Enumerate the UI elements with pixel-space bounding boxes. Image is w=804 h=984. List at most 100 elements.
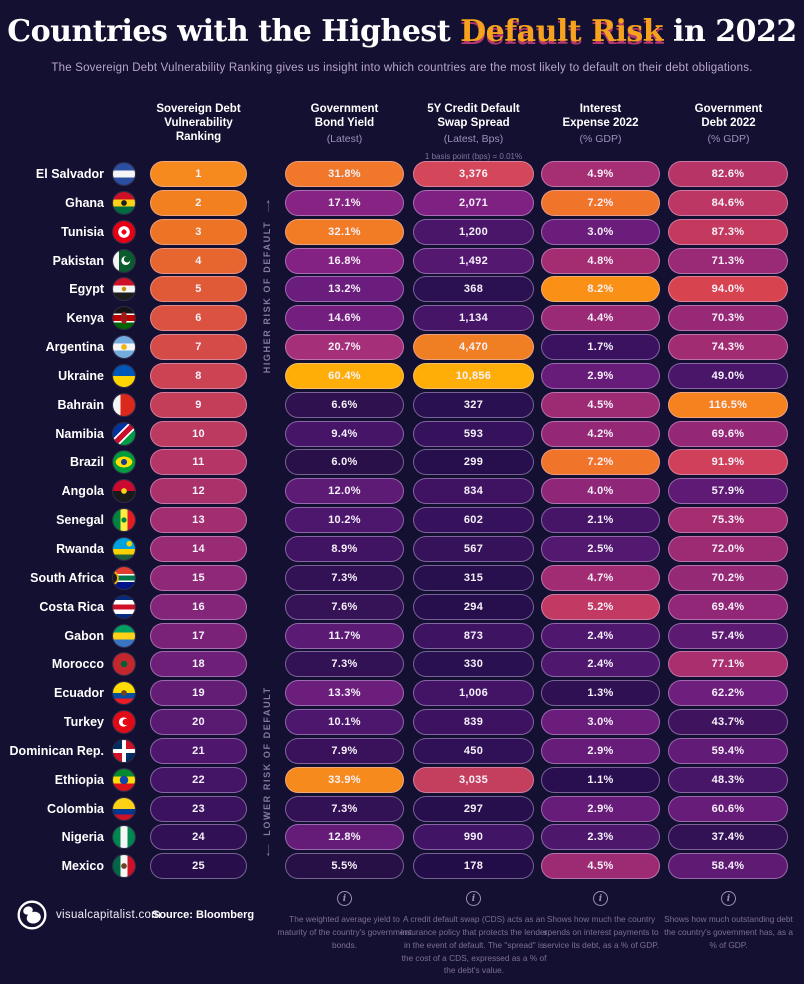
- country-flag-icon: [113, 711, 135, 734]
- country-flag-icon: [113, 682, 135, 705]
- table-row: Gabon 17 11.7% 873 2.4% 57.4%: [0, 622, 804, 649]
- government-debt-pill: 84.6%: [668, 189, 788, 216]
- government-debt-pill: 69.6%: [668, 420, 788, 447]
- column-header-bond-yield: Government Bond Yield (Latest): [310, 103, 379, 145]
- interest-expense-pill: 2.1%: [541, 507, 660, 534]
- table-row: Senegal 13 10.2% 602 2.1% 75.3%: [0, 507, 804, 534]
- bond-yield-pill: 7.6%: [285, 593, 404, 620]
- table-row: Morocco 18 7.3% 330 2.4% 77.1%: [0, 651, 804, 678]
- interest-expense-pill: 4.5%: [541, 391, 660, 418]
- footnote-bond-yield: The weighted average yield to maturity o…: [277, 914, 412, 950]
- country-label: Colombia: [47, 801, 104, 816]
- column-header-government-debt: Government Debt 2022 (% GDP): [694, 103, 763, 145]
- interest-expense-pill: 7.2%: [541, 189, 660, 216]
- interest-expense-pill: 1.1%: [541, 766, 660, 793]
- country-label: Ghana: [65, 195, 104, 210]
- ranking-pill: 18: [150, 651, 247, 678]
- government-debt-pill: 69.4%: [668, 593, 788, 620]
- interest-expense-pill: 4.5%: [541, 853, 660, 880]
- government-debt-pill: 87.3%: [668, 218, 788, 245]
- interest-expense-pill: 4.0%: [541, 478, 660, 505]
- interest-expense-pill: 2.9%: [541, 362, 660, 389]
- government-debt-pill: 82.6%: [668, 161, 788, 187]
- source-credit: Source: Bloomberg: [152, 909, 255, 921]
- table-row: Colombia 23 7.3% 297 2.9% 60.6%: [0, 795, 804, 822]
- government-debt-pill: 37.4%: [668, 824, 788, 851]
- country-label: Morocco: [51, 657, 104, 672]
- table-row: Ghana 2 17.1% 2,071 7.2% 84.6%: [0, 189, 804, 216]
- bond-yield-pill: 12.8%: [285, 824, 404, 851]
- country-flag-icon: [113, 220, 135, 243]
- country-label: Brazil: [69, 455, 104, 470]
- visualcapitalist-logo: [17, 900, 47, 930]
- info-icon: i: [466, 891, 481, 906]
- footnote-cds: A credit default swap (CDS) acts as an i…: [400, 914, 548, 976]
- bond-yield-pill: 10.2%: [285, 507, 404, 534]
- government-debt-pill: 71.3%: [668, 247, 788, 274]
- cds-spread-pill: 839: [413, 709, 534, 736]
- cds-spread-pill: 178: [413, 853, 534, 880]
- government-debt-pill: 70.2%: [668, 564, 788, 591]
- cds-spread-pill: 327: [413, 391, 534, 418]
- footnote-interest: Shows how much the country spends on int…: [542, 914, 660, 950]
- country-flag-icon: [113, 509, 135, 532]
- government-debt-pill: 70.3%: [668, 305, 788, 332]
- government-debt-pill: 58.4%: [668, 853, 788, 880]
- interest-expense-pill: 4.2%: [541, 420, 660, 447]
- cds-spread-pill: 368: [413, 276, 534, 303]
- ranking-pill: 12: [150, 478, 247, 505]
- government-debt-pill: 43.7%: [668, 709, 788, 736]
- country-flag-icon: [113, 595, 135, 618]
- ranking-pill: 23: [150, 795, 247, 822]
- cds-spread-pill: 1,006: [413, 680, 534, 707]
- cds-spread-pill: 1,200: [413, 218, 534, 245]
- cds-spread-pill: 450: [413, 737, 534, 764]
- country-flag-icon: [113, 855, 135, 878]
- ranking-pill: 14: [150, 535, 247, 562]
- table-row: Rwanda 14 8.9% 567 2.5% 72.0%: [0, 535, 804, 562]
- page-title: Countries with the Highest Default Risk …: [0, 14, 804, 49]
- government-debt-pill: 72.0%: [668, 535, 788, 562]
- country-label: Kenya: [66, 311, 104, 326]
- country-label: Egypt: [69, 282, 104, 297]
- country-flag-icon: [113, 566, 135, 589]
- bond-yield-pill: 11.7%: [285, 622, 404, 649]
- table-row: Ecuador 19 13.3% 1,006 1.3% 62.2%: [0, 680, 804, 707]
- cds-spread-pill: 873: [413, 622, 534, 649]
- country-label: Bahrain: [57, 397, 104, 412]
- interest-expense-pill: 3.0%: [541, 218, 660, 245]
- bond-yield-pill: 13.3%: [285, 680, 404, 707]
- interest-expense-pill: 4.8%: [541, 247, 660, 274]
- country-label: El Salvador: [35, 167, 104, 181]
- bond-yield-pill: 10.1%: [285, 709, 404, 736]
- country-label: Nigeria: [61, 830, 104, 845]
- title-pre: Countries with the Highest: [7, 14, 451, 49]
- bond-yield-pill: 13.2%: [285, 276, 404, 303]
- table-row: Nigeria 24 12.8% 990 2.3% 37.4%: [0, 824, 804, 851]
- info-icon: i: [721, 891, 736, 906]
- ranking-pill: 21: [150, 737, 247, 764]
- country-label: Turkey: [63, 715, 104, 730]
- cds-spread-pill: 330: [413, 651, 534, 678]
- interest-expense-pill: 4.4%: [541, 305, 660, 332]
- bps-definition: 1 basis point (bps) = 0.01%: [424, 152, 523, 161]
- table-row: Ukraine 8 60.4% 10,856 2.9% 49.0%: [0, 362, 804, 389]
- government-debt-pill: 91.9%: [668, 449, 788, 476]
- country-flag-icon: [113, 826, 135, 849]
- table-row: Argentina 7 20.7% 4,470 1.7% 74.3%: [0, 334, 804, 361]
- column-header-interest-expense: Interest Expense 2022 (% GDP): [562, 103, 639, 145]
- country-label: Rwanda: [56, 541, 104, 556]
- table-row: Costa Rica 16 7.6% 294 5.2% 69.4%: [0, 593, 804, 620]
- country-flag-icon: [113, 422, 135, 445]
- government-debt-pill: 59.4%: [668, 737, 788, 764]
- country-flag-icon: [113, 364, 135, 387]
- bond-yield-pill: 5.5%: [285, 853, 404, 880]
- cds-spread-pill: 567: [413, 535, 534, 562]
- bond-yield-pill: 17.1%: [285, 189, 404, 216]
- country-flag-icon: [113, 451, 135, 474]
- cds-spread-pill: 10,856: [413, 362, 534, 389]
- country-label: Ethiopia: [54, 772, 104, 787]
- table-row: Namibia 10 9.4% 593 4.2% 69.6%: [0, 420, 804, 447]
- country-flag-icon: [113, 739, 135, 762]
- interest-expense-pill: 2.4%: [541, 622, 660, 649]
